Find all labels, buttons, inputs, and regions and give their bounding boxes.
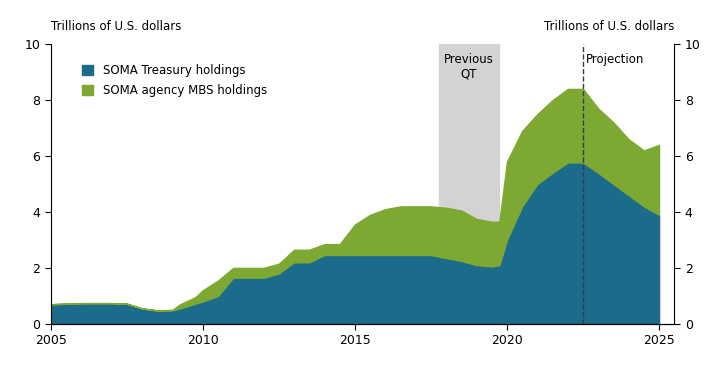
- Bar: [439, 44, 500, 324]
- Text: Trillions of U.S. dollars: Trillions of U.S. dollars: [544, 20, 674, 33]
- Text: Trillions of U.S. dollars: Trillions of U.S. dollars: [51, 20, 181, 33]
- Text: Projection: Projection: [586, 53, 645, 66]
- Legend: SOMA Treasury holdings, SOMA agency MBS holdings: SOMA Treasury holdings, SOMA agency MBS …: [82, 64, 267, 97]
- Text: Previous
QT: Previous QT: [444, 53, 494, 81]
